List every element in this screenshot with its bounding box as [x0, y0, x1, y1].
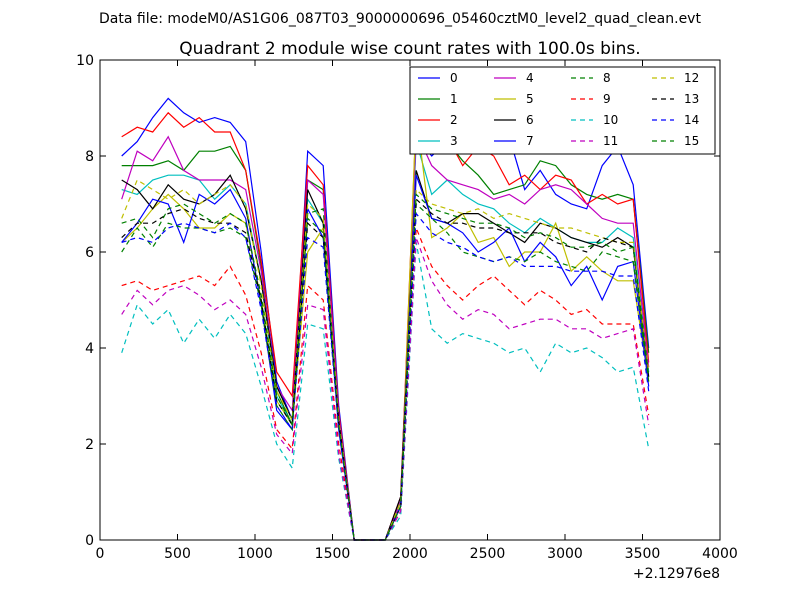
legend-label-8: 8	[603, 71, 611, 85]
series-line-8	[121, 202, 650, 541]
series-line-0	[121, 97, 650, 541]
y-tick-label: 8	[85, 149, 94, 165]
y-tick-label: 2	[85, 437, 94, 453]
x-offset-label: +2.12976e8	[633, 566, 720, 582]
legend-label-14: 14	[684, 113, 699, 127]
series-line-9	[121, 227, 650, 541]
legend-label-0: 0	[450, 71, 458, 85]
series-line-10	[121, 242, 650, 541]
legend-label-4: 4	[526, 71, 534, 85]
legend-label-12: 12	[684, 71, 699, 85]
series-line-7	[121, 174, 650, 541]
x-tick-label: 1000	[237, 546, 273, 562]
legend-label-9: 9	[603, 92, 611, 106]
legend-label-11: 11	[603, 134, 618, 148]
chart-title: Quadrant 2 module wise count rates with …	[179, 39, 640, 59]
series-line-11	[121, 237, 650, 541]
series-line-2	[121, 111, 650, 541]
series-line-12	[121, 179, 650, 541]
legend-label-5: 5	[526, 92, 534, 106]
y-tick-label: 10	[76, 53, 94, 69]
y-tick-label: 6	[85, 245, 94, 261]
series-line-5	[121, 112, 650, 541]
legend-label-2: 2	[450, 113, 458, 127]
x-tick-label: 3500	[625, 546, 661, 562]
series-layer	[121, 97, 650, 541]
series-line-4	[121, 131, 650, 541]
x-tick-label: 4000	[702, 546, 738, 562]
legend-label-3: 3	[450, 134, 458, 148]
series-line-3	[121, 141, 650, 541]
y-tick-label: 4	[85, 341, 94, 357]
x-tick-label: 1500	[315, 546, 351, 562]
y-tick-label: 0	[85, 533, 94, 549]
legend-label-7: 7	[526, 134, 534, 148]
x-tick-label: 2500	[470, 546, 506, 562]
series-line-6	[121, 170, 650, 541]
chart-suptitle: Data file: modeM0/AS1G06_087T03_90000006…	[99, 11, 701, 27]
x-tick-label: 500	[164, 546, 191, 562]
series-line-14	[121, 212, 650, 541]
legend-box	[409, 66, 716, 155]
x-tick-label: 3000	[547, 546, 583, 562]
x-tick-label: 2000	[392, 546, 428, 562]
legend-label-13: 13	[684, 92, 699, 106]
legend-label-10: 10	[603, 113, 618, 127]
legend-label-6: 6	[526, 113, 534, 127]
legend-label-1: 1	[450, 92, 458, 106]
series-line-13	[121, 197, 650, 541]
x-tick-label: 0	[96, 546, 105, 562]
legend-label-15: 15	[684, 134, 699, 148]
